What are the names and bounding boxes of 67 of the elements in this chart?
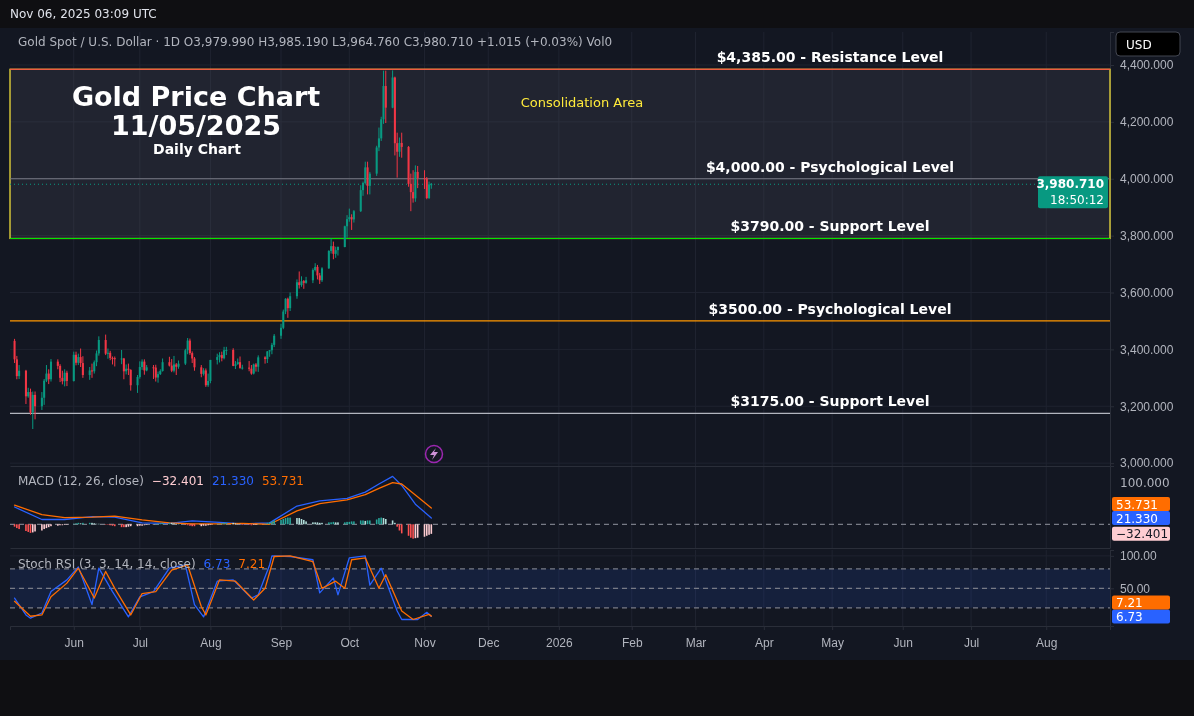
y-tick-label: 3,800.000 bbox=[1120, 228, 1174, 243]
y-tick-label: 3,400.000 bbox=[1120, 342, 1174, 357]
y-tick-label: 4,200.000 bbox=[1120, 115, 1174, 130]
candlestick bbox=[359, 184, 362, 213]
y-tick-label: 4,000.000 bbox=[1120, 172, 1174, 187]
candlestick bbox=[120, 349, 123, 365]
annotation: 3,980.710 bbox=[1036, 177, 1104, 192]
x-tick-label: Sep bbox=[270, 636, 293, 651]
x-tick-label: Dec bbox=[478, 636, 500, 651]
x-tick-label: Feb bbox=[621, 636, 643, 651]
x-tick-label: Jul bbox=[132, 636, 148, 651]
text: 53.731 bbox=[1116, 497, 1158, 512]
candlestick bbox=[289, 292, 292, 312]
y-tick-label: 3,600.000 bbox=[1120, 285, 1174, 300]
annotation: 53.731 bbox=[261, 474, 304, 488]
candlestick bbox=[129, 368, 132, 392]
candlestick bbox=[400, 132, 403, 159]
x-tick-label: Jun bbox=[64, 636, 84, 651]
x-tick-label: Oct bbox=[340, 636, 360, 651]
x-tick-label: Apr bbox=[754, 636, 774, 651]
text: 6.73 bbox=[1116, 609, 1143, 624]
ref-line-label: $4,000.00 - Psychological Level bbox=[705, 158, 955, 175]
x-tick-label: Nov bbox=[414, 636, 436, 651]
x-tick-label: May bbox=[821, 636, 844, 651]
candlestick bbox=[152, 364, 155, 380]
text: Gold Price Chart 11/05/2025 bbox=[71, 81, 321, 141]
annotation: 7.21 bbox=[238, 557, 266, 571]
y-tick-label: 3,200.000 bbox=[1120, 399, 1174, 414]
y-tick-label: 50.00 bbox=[1120, 581, 1151, 596]
y-tick-label: 3,000.000 bbox=[1120, 456, 1174, 471]
text: Stoch RSI (3, 3, 14, 14, close) bbox=[18, 557, 196, 571]
candlestick bbox=[104, 334, 107, 356]
x-tick-label: Mar bbox=[685, 636, 707, 651]
text: −32.401 bbox=[1116, 527, 1169, 542]
candlestick bbox=[31, 390, 34, 430]
ref-line-label: $3175.00 - Support Level bbox=[730, 393, 930, 410]
band-label: Consolidation Area bbox=[520, 94, 644, 110]
text: 7.21 bbox=[1116, 595, 1143, 610]
candlestick bbox=[416, 165, 419, 189]
annotation: 21.330 bbox=[211, 474, 254, 488]
candlestick bbox=[157, 371, 160, 384]
currency-button: USD bbox=[1115, 31, 1181, 57]
annotation: 18:50:12 bbox=[1050, 193, 1104, 208]
text: 21.330 bbox=[1116, 511, 1158, 526]
annotation: 6.73 bbox=[203, 557, 231, 571]
y-tick-label: 100.00 bbox=[1120, 549, 1158, 564]
x-tick-label: Jun bbox=[893, 636, 913, 651]
annotation: Gold Spot / U.S. Dollar · 1D O3,979.990 H3,985.190 L3,964.760 C3,980.710 +1.015 (+0.03%) Vol0 bbox=[18, 35, 613, 49]
text: Nov 06, 2025 03:09 UTC bbox=[10, 7, 157, 21]
ref-line-label: $4,385.00 - Resistance Level bbox=[716, 49, 944, 66]
candlestick bbox=[18, 364, 21, 380]
candlestick bbox=[305, 276, 308, 285]
candlestick bbox=[295, 278, 298, 300]
ref-line-label: $3790.00 - Support Level bbox=[730, 218, 930, 235]
chart-title: MACD (12, 26, close) bbox=[18, 474, 144, 488]
annotation: −32.401 bbox=[151, 474, 204, 488]
x-tick-label: 2026 bbox=[546, 636, 574, 651]
x-tick-label: Aug bbox=[200, 636, 222, 651]
candlestick bbox=[34, 390, 37, 420]
line-series bbox=[13, 555, 432, 621]
candlestick bbox=[248, 360, 251, 372]
x-tick-label: Aug bbox=[1036, 636, 1058, 651]
text: 100.000 bbox=[1120, 476, 1170, 490]
ref-line-label: $3500.00 - Psychological Level bbox=[708, 300, 952, 317]
x-tick-label: Jul bbox=[963, 636, 980, 651]
text: Daily Chart bbox=[153, 141, 242, 157]
y-tick-label: 4,400.000 bbox=[1120, 58, 1174, 73]
